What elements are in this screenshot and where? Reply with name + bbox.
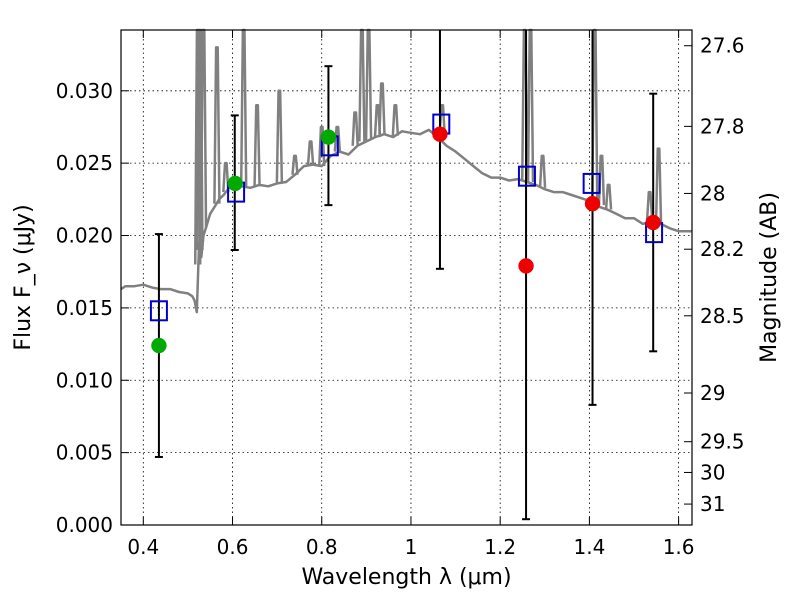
y2-tick-label: 28: [700, 181, 725, 205]
y-axis-ticks: 0.000 0.005 0.010 0.015 0.020 0.025 0.030: [56, 79, 129, 537]
model-square-point: [149, 300, 168, 322]
y-tick-label: 0.020: [56, 224, 113, 248]
x-tick-label: 0.6: [217, 535, 249, 559]
observed-circle-point: [645, 214, 661, 231]
x-tick-label: 0.8: [306, 535, 338, 559]
plot-frame: [120, 29, 693, 526]
emission-line: [306, 140, 315, 165]
model-square-point: [517, 165, 536, 187]
emission-line: [253, 104, 261, 187]
emission-line: [391, 104, 400, 136]
x-tick-label: 1.4: [573, 535, 605, 559]
emission-line: [645, 190, 654, 220]
emission-line: [538, 154, 547, 188]
observed-circle-point: [584, 195, 601, 212]
error-bars: [154, 30, 658, 521]
x-tick-label: 0.4: [127, 535, 159, 559]
model-spectrum: [120, 28, 692, 314]
error-bar: [522, 30, 531, 521]
y-tick-label: 0.015: [56, 296, 113, 320]
emission-line: [291, 154, 299, 175]
y-tick-label: 0.030: [56, 79, 113, 103]
observed-circle-point: [320, 129, 337, 145]
x-tick-label: 1.2: [484, 535, 516, 559]
model-photometry-points: [149, 113, 664, 322]
x-tick-label: 1: [405, 535, 418, 559]
y-tick-label: 0.000: [56, 513, 113, 537]
y2-tick-label: 28.5: [700, 304, 745, 328]
emission-line: [213, 46, 221, 204]
error-bar: [588, 30, 597, 406]
x-axis-title: Wavelength λ (μm): [301, 565, 511, 590]
y2-tick-label: 27.8: [700, 114, 745, 138]
emission-line: [351, 111, 359, 146]
error-bar: [435, 30, 444, 270]
emission-line: [654, 147, 663, 224]
y2-tick-label: 27.6: [700, 34, 745, 58]
emission-line: [222, 161, 230, 193]
y2-axis-ticks: 27.6 27.8 28 28.2 28.5 29 29.5 30 31: [684, 34, 745, 516]
emission-line: [358, 28, 366, 142]
y2-tick-label: 30: [700, 460, 725, 484]
observed-circle-point: [227, 175, 243, 192]
observed-circle-point: [518, 258, 534, 274]
grid: [121, 30, 692, 526]
y2-tick-label: 31: [700, 492, 725, 516]
emission-line: [526, 28, 535, 182]
y2-axis-title: Magnitude (AB): [757, 192, 782, 363]
observed-circle-point: [151, 337, 167, 354]
y-tick-label: 0.010: [56, 368, 113, 392]
emission-line: [317, 125, 326, 167]
observed-circle-point: [432, 126, 448, 142]
emission-line: [275, 89, 284, 184]
emission-line: [604, 183, 613, 210]
emission-line: [364, 28, 373, 141]
observed-photometry-points: [151, 126, 661, 354]
y2-tick-label: 29: [700, 381, 725, 405]
x-tick-label: 1.6: [663, 535, 695, 559]
emission-line: [199, 28, 208, 229]
y-axis-title: Flux F_ν (μJy): [11, 204, 36, 350]
y2-tick-label: 28.2: [700, 237, 745, 261]
y-tick-label: 0.005: [56, 441, 113, 465]
y-tick-label: 0.025: [56, 151, 113, 175]
model-square-point: [582, 172, 601, 194]
x-axis-ticks: 0.4 0.6 0.8 1 1.2 1.4 1.6: [127, 30, 695, 559]
y2-tick-label: 29.5: [700, 430, 745, 454]
emission-line: [378, 82, 386, 135]
